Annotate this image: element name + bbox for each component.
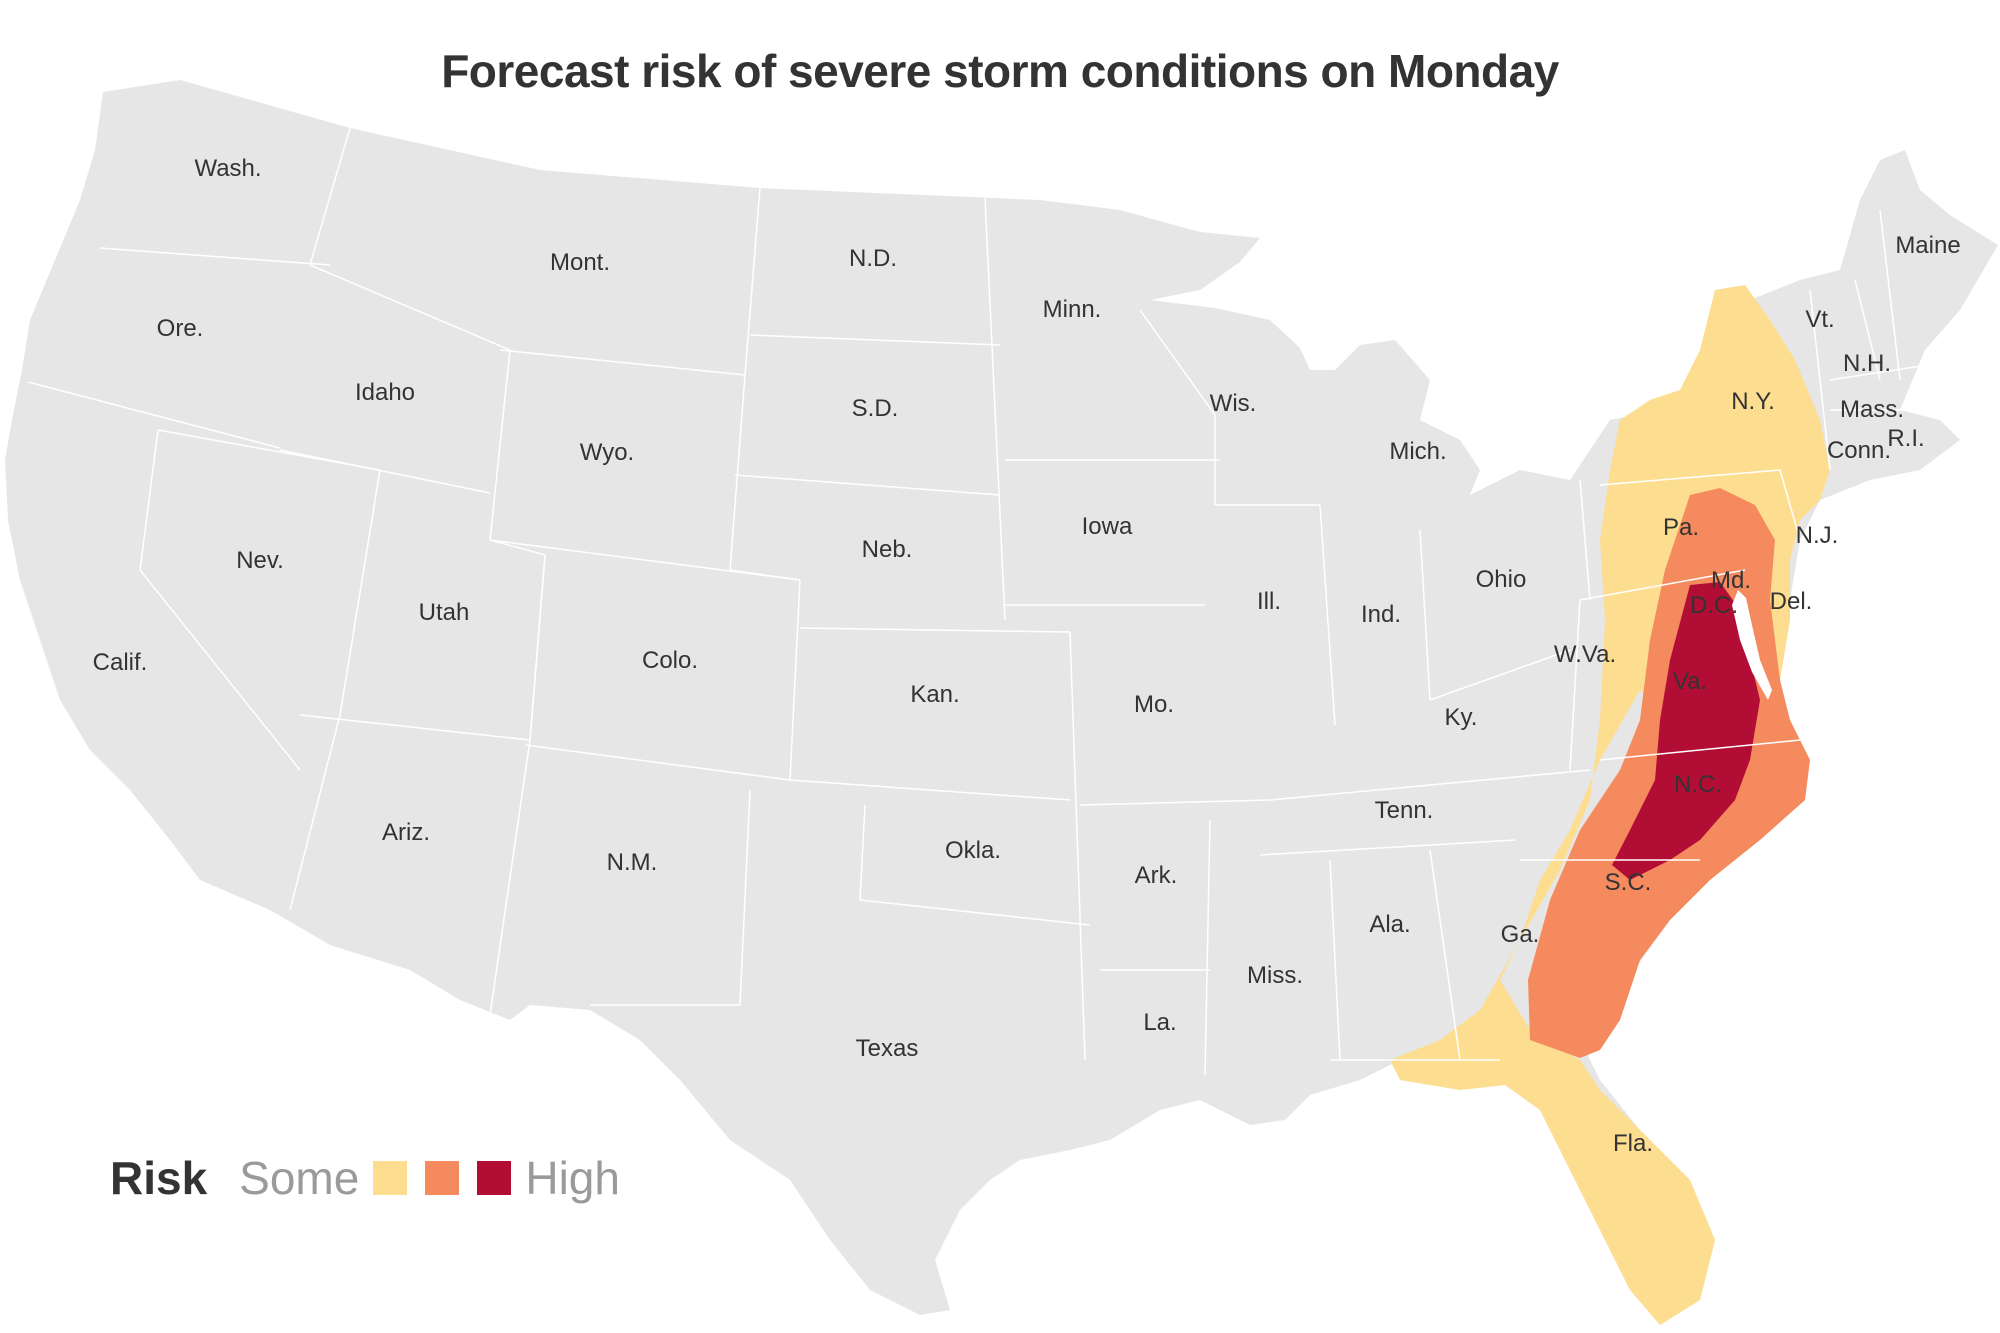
state-label-mo: Mo. [1134, 691, 1174, 718]
state-label-nc: N.C. [1674, 771, 1722, 798]
state-label-conn: Conn. [1827, 437, 1891, 464]
state-label-nd: N.D. [849, 245, 897, 272]
state-label-ky: Ky. [1445, 704, 1478, 731]
state-label-ark: Ark. [1135, 862, 1178, 889]
state-borders [27, 127, 1961, 1076]
state-label-wyo: Wyo. [580, 439, 634, 466]
state-label-mont: Mont. [550, 249, 610, 276]
state-labels: Wash. Ore. Calif. Idaho Nev. Mont. Wyo. … [93, 155, 1961, 1157]
state-label-mich: Mich. [1389, 438, 1446, 465]
state-label-va: Va. [1673, 668, 1707, 695]
state-label-okla: Okla. [945, 837, 1001, 864]
legend-swatch-moderate [425, 1161, 460, 1195]
state-label-ind: Ind. [1361, 601, 1401, 628]
state-label-neb: Neb. [862, 536, 913, 563]
state-label-calif: Calif. [93, 649, 148, 676]
state-label-nh: N.H. [1843, 350, 1891, 377]
state-label-nm: N.M. [607, 849, 658, 876]
state-label-tenn: Tenn. [1375, 797, 1434, 824]
state-label-ala: Ala. [1369, 911, 1410, 938]
state-label-nj: N.J. [1796, 522, 1839, 549]
risk-legend: Risk Some High [110, 1148, 620, 1208]
state-label-texas: Texas [856, 1035, 919, 1062]
risk-area-high [1612, 582, 1760, 880]
legend-title: Risk [110, 1152, 208, 1204]
state-label-md: Md. [1711, 567, 1751, 594]
state-label-wva: W.Va. [1554, 641, 1616, 668]
state-label-la: La. [1143, 1009, 1176, 1036]
state-label-kan: Kan. [910, 681, 959, 708]
state-label-maine: Maine [1895, 232, 1960, 259]
state-label-del: Del. [1770, 588, 1813, 615]
state-label-dc: D.C. [1690, 592, 1738, 619]
state-label-wash: Wash. [194, 155, 261, 182]
chesapeake-bay [1732, 590, 1772, 700]
state-label-ga: Ga. [1501, 921, 1540, 948]
state-label-utah: Utah [419, 599, 470, 626]
legend-low-label: Some [239, 1152, 360, 1204]
state-label-pa: Pa. [1663, 514, 1699, 541]
map-title: Forecast risk of severe storm conditions… [441, 45, 1559, 97]
legend-high-label: High [525, 1152, 620, 1204]
state-label-colo: Colo. [642, 647, 698, 674]
state-label-miss: Miss. [1247, 962, 1303, 989]
state-label-nev: Nev. [236, 547, 284, 574]
state-label-minn: Minn. [1043, 296, 1102, 323]
state-label-ill: Ill. [1257, 588, 1281, 615]
state-label-ore: Ore. [157, 315, 204, 342]
state-label-mass: Mass. [1840, 396, 1904, 423]
state-label-idaho: Idaho [355, 379, 415, 406]
state-label-fla: Fla. [1613, 1130, 1653, 1157]
legend-swatch-some [373, 1161, 408, 1195]
state-label-ny: N.Y. [1731, 388, 1775, 415]
state-label-wis: Wis. [1210, 390, 1257, 417]
state-label-sd: S.D. [852, 395, 899, 422]
state-label-sc: S.C. [1605, 869, 1652, 896]
state-label-ohio: Ohio [1476, 566, 1527, 593]
state-label-vt: Vt. [1805, 306, 1834, 333]
state-label-iowa: Iowa [1082, 513, 1133, 540]
legend-swatch-high [477, 1161, 512, 1195]
state-label-ri: R.I. [1887, 425, 1924, 452]
state-label-ariz: Ariz. [382, 819, 430, 846]
